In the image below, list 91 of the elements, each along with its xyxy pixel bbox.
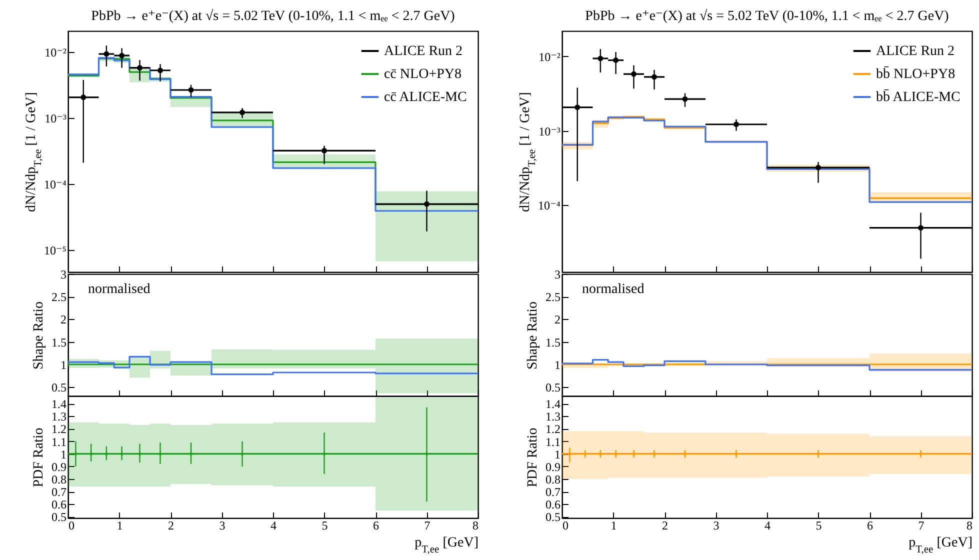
x-tick-label: 2 [168, 518, 174, 532]
y-tick-label: 0.6 [546, 498, 560, 512]
point [80, 94, 86, 100]
point [158, 68, 163, 74]
x-tick-label: 3 [713, 518, 720, 532]
point [240, 110, 245, 116]
y-tick-label: 2 [60, 312, 66, 327]
y-tick-label: 1 [554, 447, 560, 462]
x-tick-label: 6 [867, 518, 873, 532]
y-tick-label: 1.1 [546, 434, 560, 449]
y-tick-label: 10⁻² [44, 46, 67, 60]
point [734, 122, 739, 128]
y-tick-label: 10⁻⁴ [44, 177, 66, 192]
point [598, 56, 604, 62]
x-tick-label: 3 [219, 518, 226, 532]
y-tick-label: 10⁻⁴ [538, 198, 560, 213]
point [613, 57, 619, 63]
y-tick-label: 0.8 [546, 472, 560, 487]
y-tick-label: 3 [60, 268, 66, 282]
annotation: normalised [88, 282, 150, 297]
y-tick-label: 10⁻³ [44, 112, 67, 126]
y-tick-label: 0.9 [546, 460, 560, 474]
y-tick-label: 1 [554, 358, 560, 372]
x-tick-label: 1 [610, 518, 617, 532]
y-tick-label: 1.1 [52, 434, 66, 449]
y-tick-label: 1.3 [546, 410, 560, 424]
x-axis-title: p$_{T,ee}$ [GeV] [908, 536, 972, 555]
point [918, 225, 924, 231]
y-tick-label: 1.2 [546, 422, 560, 436]
y-tick-label: 1.5 [52, 335, 66, 350]
x-tick-label: 0 [68, 518, 74, 532]
y-tick-label: 0.5 [52, 380, 66, 394]
legend-label: ALICE Run 2 [876, 44, 955, 59]
point [188, 87, 194, 93]
chart-title: PbPb → e⁺e⁻(X) at √s = 5.02 TeV (0-10%, 1.1 < mₑₑ < 2.7 GeV) [91, 8, 456, 24]
y-tick-label: 0.6 [52, 498, 66, 512]
y-tick-label: 1.3 [52, 410, 66, 424]
y-axis-title: Shape Ratio [32, 301, 46, 370]
y-tick-label: 10⁻⁵ [44, 243, 66, 258]
point [424, 201, 430, 207]
x-tick-label: 4 [764, 518, 770, 532]
legend-label: cc̄ NLO+PY8 [384, 67, 462, 82]
legend-label: bb̄ NLO+PY8 [876, 66, 956, 82]
x-tick-label: 4 [270, 518, 276, 532]
y-tick-label: 0.5 [52, 510, 66, 524]
y-tick-label: 2.5 [52, 290, 66, 304]
point [652, 74, 657, 80]
y-tick-label: 0.7 [546, 485, 560, 500]
x-tick-label: 2 [662, 518, 668, 532]
point [574, 104, 580, 110]
x-tick-label: 8 [966, 518, 972, 532]
y-tick-label: 1 [60, 447, 66, 462]
y-tick-label: 0.8 [52, 472, 66, 487]
y-tick-label: 1 [60, 358, 66, 372]
point [631, 71, 636, 77]
point [137, 65, 142, 71]
y-tick-label: 10⁻² [538, 50, 561, 64]
y-tick-label: 0.7 [52, 485, 66, 500]
chart-title: PbPb → e⁺e⁻(X) at √s = 5.02 TeV (0-10%, 1.1 < mₑₑ < 2.7 GeV) [585, 8, 950, 24]
x-tick-label: 7 [918, 518, 924, 532]
annotation: normalised [582, 282, 644, 297]
x-axis-title: p$_{T,ee}$ [GeV] [414, 536, 478, 555]
y-axis-title: Shape Ratio [526, 301, 540, 370]
x-tick-label: 5 [322, 518, 328, 532]
point [104, 51, 110, 57]
legend-label: cc̄ ALICE-MC [384, 90, 467, 105]
point [682, 96, 688, 102]
point [322, 148, 327, 154]
legend-label: bb̄ ALICE-MC [876, 88, 960, 105]
x-tick-label: 1 [116, 518, 123, 532]
y-tick-label: 2.5 [546, 290, 560, 304]
y-tick-label: 0.5 [546, 380, 560, 394]
y-tick-label: 10⁻³ [538, 124, 561, 138]
x-tick-label: 6 [373, 518, 379, 532]
legend-label: ALICE Run 2 [384, 44, 463, 59]
y-axis-title: PDF Ratio [32, 428, 46, 488]
y-tick-label: 3 [554, 268, 560, 282]
x-tick-label: 7 [424, 518, 430, 532]
y-axis-title: PDF Ratio [526, 428, 540, 488]
x-tick-label: 0 [562, 518, 568, 532]
y-tick-label: 2 [554, 312, 560, 327]
point [119, 52, 125, 58]
point [816, 164, 821, 170]
y-tick-label: 0.5 [546, 510, 560, 524]
y-tick-label: 1.5 [546, 335, 560, 350]
x-tick-label: 5 [816, 518, 822, 532]
y-tick-label: 1.4 [52, 397, 66, 412]
y-tick-label: 1.4 [546, 397, 560, 412]
x-tick-label: 8 [472, 518, 478, 532]
y-tick-label: 1.2 [52, 422, 66, 436]
y-tick-label: 0.9 [52, 460, 66, 474]
